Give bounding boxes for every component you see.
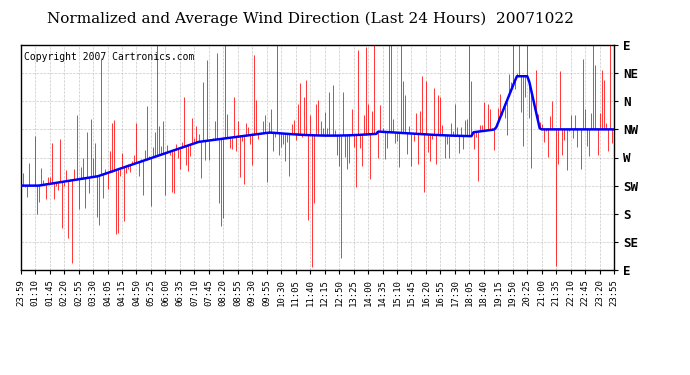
Text: Normalized and Average Wind Direction (Last 24 Hours)  20071022: Normalized and Average Wind Direction (L… — [47, 11, 574, 26]
Text: Copyright 2007 Cartronics.com: Copyright 2007 Cartronics.com — [23, 52, 194, 62]
